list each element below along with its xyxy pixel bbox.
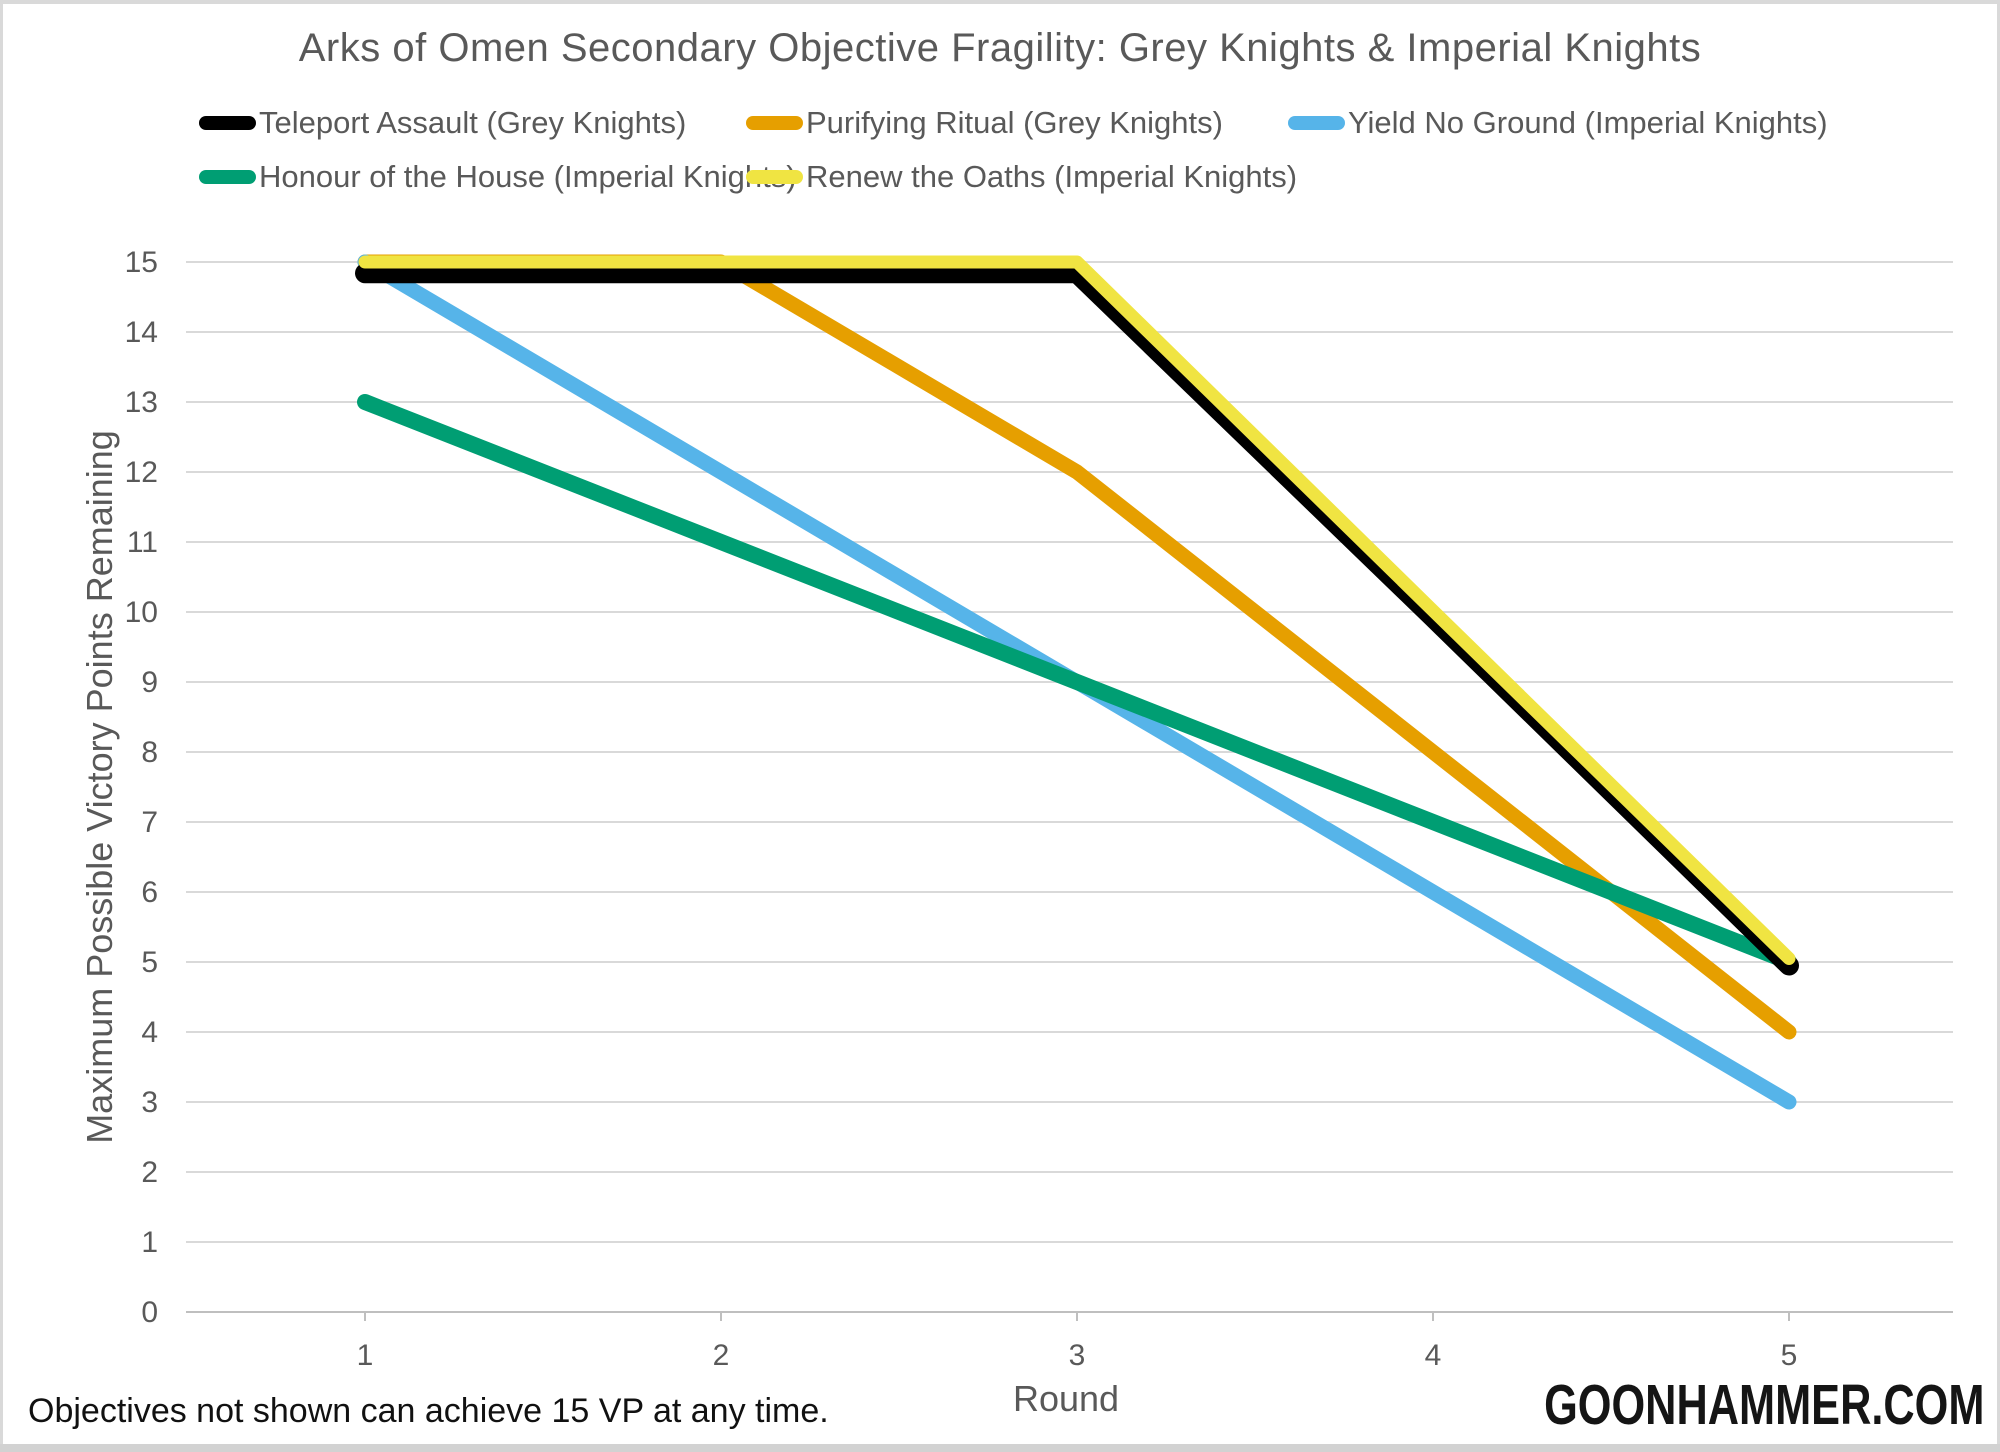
watermark-goonhammer: GOONHAMMER.COM	[1543, 1373, 1984, 1437]
legend-swatch-teleport-assault	[199, 116, 256, 130]
legend-swatch-yield-no-ground	[1288, 116, 1345, 130]
y-tick-label: 12	[125, 456, 158, 489]
x-tick-label: 4	[1425, 1339, 1442, 1372]
series-line-honour-of-the-house	[357, 394, 1797, 970]
series-line-renew-the-oaths	[358, 255, 1796, 965]
frame-left-edge	[0, 0, 3, 1452]
y-tick-label: 10	[125, 596, 158, 629]
legend-label-teleport-assault: Teleport Assault (Grey Knights)	[259, 105, 687, 140]
legend: Teleport Assault (Grey Knights) Purifyin…	[199, 96, 1828, 204]
legend-item-honour-of-the-house: Honour of the House (Imperial Knights)	[199, 159, 797, 195]
y-tick-label: 2	[141, 1156, 158, 1189]
y-tick-label: 13	[125, 386, 158, 419]
legend-label-honour-of-the-house: Honour of the House (Imperial Knights)	[259, 159, 797, 194]
legend-item-renew-the-oaths: Renew the Oaths (Imperial Knights)	[746, 159, 1297, 195]
y-tick-label: 4	[141, 1016, 158, 1049]
y-tick-label: 5	[141, 946, 158, 979]
x-tick-label: 5	[1781, 1339, 1798, 1372]
legend-item-teleport-assault: Teleport Assault (Grey Knights)	[199, 105, 746, 141]
y-tick-label: 14	[125, 316, 158, 349]
legend-swatch-honour-of-the-house	[199, 170, 256, 184]
legend-item-yield-no-ground: Yield No Ground (Imperial Knights)	[1288, 105, 1828, 141]
y-tick-label: 9	[141, 666, 158, 699]
x-tick-label: 2	[713, 1339, 730, 1372]
frame-top-edge	[0, 0, 2000, 4]
y-tick-label: 8	[141, 736, 158, 769]
x-tick-label: 1	[357, 1339, 374, 1372]
legend-label-renew-the-oaths: Renew the Oaths (Imperial Knights)	[806, 159, 1298, 194]
y-tick-label: 1	[141, 1226, 158, 1259]
y-tick-label: 11	[127, 526, 158, 559]
legend-swatch-renew-the-oaths	[746, 170, 803, 184]
legend-item-purifying-ritual: Purifying Ritual (Grey Knights)	[746, 105, 1288, 141]
chart-title: Arks of Omen Secondary Objective Fragili…	[298, 26, 1702, 70]
footnote: Objectives not shown can achieve 15 VP a…	[28, 1392, 829, 1430]
x-axis-title: Round	[1012, 1378, 1120, 1419]
legend-label-yield-no-ground: Yield No Ground (Imperial Knights)	[1348, 105, 1828, 140]
y-tick-label: 0	[141, 1296, 158, 1329]
y-tick-label: 15	[125, 246, 158, 279]
y-tick-label: 6	[141, 876, 158, 909]
series-line-purifying-ritual	[357, 254, 1797, 1040]
x-tick-label: 3	[1069, 1339, 1086, 1372]
legend-label-purifying-ritual: Purifying Ritual (Grey Knights)	[806, 105, 1223, 140]
y-tick-label: 3	[141, 1086, 158, 1119]
y-tick-label: 7	[141, 806, 158, 839]
frame-right-edge	[1997, 0, 2000, 1452]
legend-swatch-purifying-ritual	[746, 116, 803, 130]
frame-bottom-edge	[0, 1444, 2000, 1452]
